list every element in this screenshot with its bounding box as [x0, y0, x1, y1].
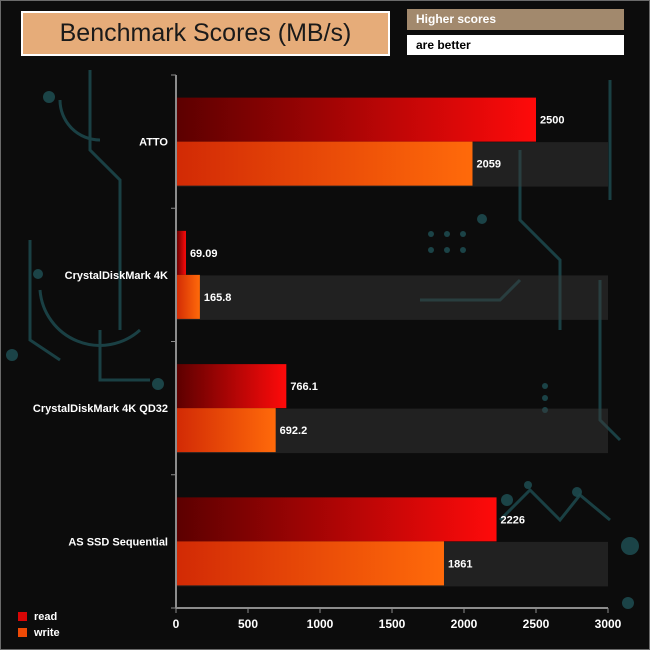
note-higher-scores: Higher scores: [407, 9, 624, 30]
read-value-label: 69.09: [190, 248, 218, 260]
x-tick-label: 3000: [595, 617, 622, 631]
read-bar: [176, 230, 186, 275]
axes: [171, 74, 609, 613]
write-value-label: 165.8: [204, 292, 232, 304]
write-bar: [176, 141, 473, 186]
x-tick-label: 1000: [307, 617, 334, 631]
write-legend-swatch: [18, 628, 27, 637]
read-value-label: 2500: [540, 115, 564, 127]
write-bar: [176, 274, 200, 319]
write-legend-label: write: [33, 627, 60, 639]
chart-title: Benchmark Scores (MB/s): [21, 11, 390, 56]
read-bar: [176, 97, 536, 142]
labels: 2500 69.09 766.1 2226 2059 165.8 692.2 1861 0 500…: [33, 115, 622, 631]
category-label: AS SSD Sequential: [68, 536, 168, 548]
read-legend-swatch: [18, 612, 27, 621]
x-tick-label: 2000: [451, 617, 478, 631]
x-tick-label: 0: [173, 617, 180, 631]
write-bar: [176, 408, 276, 453]
x-tick-label: 2500: [523, 617, 550, 631]
write-bar: [176, 541, 444, 586]
category-label: ATTO: [139, 137, 168, 149]
write-value-label: 1861: [448, 558, 472, 570]
read-bar: [176, 497, 497, 542]
read-value-label: 2226: [501, 514, 525, 526]
category-label: CrystalDiskMark 4K QD32: [33, 403, 168, 415]
read-value-label: 766.1: [290, 381, 318, 393]
write-value-label: 692.2: [280, 425, 308, 437]
x-tick-label: 1500: [379, 617, 406, 631]
write-value-label: 2059: [476, 159, 500, 171]
category-band: [176, 275, 608, 320]
legend: read write: [18, 611, 60, 639]
category-label: CrystalDiskMark 4K: [65, 270, 168, 282]
read-legend-label: read: [34, 611, 57, 623]
note-are-better: are better: [407, 35, 624, 55]
x-tick-label: 500: [238, 617, 258, 631]
bars: [176, 97, 536, 586]
read-bar: [176, 364, 287, 409]
